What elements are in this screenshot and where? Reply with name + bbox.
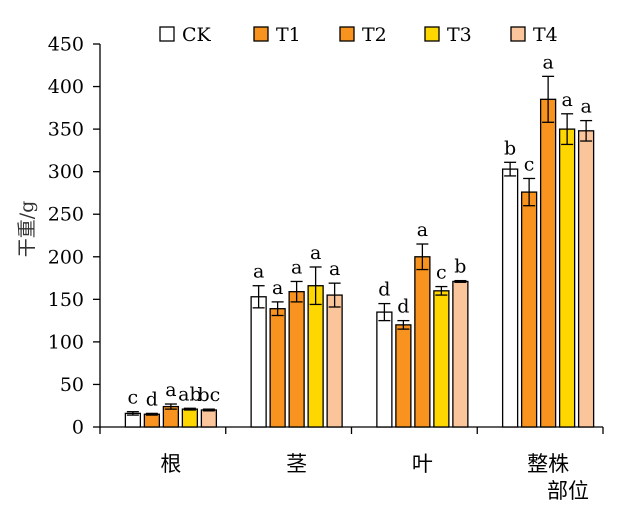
y-tick-label: 400 <box>48 76 84 98</box>
legend-swatch <box>339 26 355 42</box>
bar <box>539 98 557 428</box>
significance-label: a <box>310 242 321 264</box>
bar <box>520 191 538 428</box>
bar <box>501 168 519 428</box>
y-tick-label: 0 <box>72 417 84 439</box>
bar <box>452 280 469 428</box>
category-label: 整株 <box>527 452 569 476</box>
significance-label: a <box>542 51 553 73</box>
legend-swatch <box>424 26 440 42</box>
y-tick-label: 350 <box>48 119 84 141</box>
significance-label: a <box>417 219 428 241</box>
y-tick-label: 250 <box>48 204 84 226</box>
legend-label: T3 <box>447 24 472 46</box>
legend-label: T1 <box>276 24 301 46</box>
significance-label: a <box>272 277 283 299</box>
bar <box>250 296 267 428</box>
bar <box>326 294 343 428</box>
bar <box>558 128 576 428</box>
y-tick-label: 300 <box>48 161 84 183</box>
category-label: 茎 <box>286 452 307 476</box>
y-axis: 0 50 100 150 200 250 300 350 400 450 <box>48 34 101 439</box>
significance-label: d <box>146 388 158 410</box>
bar <box>307 285 324 428</box>
y-tick-label: 450 <box>48 34 84 56</box>
significance-label: bc <box>197 384 220 406</box>
significance-label: a <box>165 379 176 401</box>
bar <box>577 130 595 428</box>
legend-swatch <box>253 26 269 42</box>
legend: CK T1 T2 T3 T4 <box>159 24 558 46</box>
significance-label: b <box>504 137 516 159</box>
bar <box>143 413 161 428</box>
y-tick-label: 100 <box>48 331 84 353</box>
significance-label: ab <box>178 383 202 405</box>
significance-label: c <box>128 387 139 409</box>
significance-label: a <box>253 261 264 283</box>
legend-swatch <box>510 26 526 42</box>
significance-label: c <box>436 262 447 284</box>
bar <box>288 291 305 428</box>
bar <box>269 308 286 428</box>
significance-label: a <box>561 89 572 111</box>
y-axis-title: 干重/g <box>16 201 38 258</box>
legend-label: T2 <box>362 24 387 46</box>
significance-label: d <box>378 279 390 301</box>
bar <box>200 409 218 428</box>
significance-label: b <box>454 256 466 278</box>
significance-label: a <box>291 256 302 278</box>
bar <box>181 408 199 428</box>
significance-label: c <box>524 153 535 175</box>
significance-label: d <box>397 296 409 318</box>
legend-swatch <box>159 26 175 42</box>
legend-label: CK <box>182 24 212 46</box>
category-label: 叶 <box>412 452 433 476</box>
significance-label: a <box>329 258 340 280</box>
y-tick-label: 150 <box>48 289 84 311</box>
x-axis-title: 部位 <box>547 479 589 503</box>
legend-label: T4 <box>533 24 558 46</box>
x-axis: 根 茎 叶 整株 <box>99 426 604 476</box>
bar <box>433 290 450 428</box>
y-tick-label: 50 <box>60 374 84 396</box>
category-label: 根 <box>160 452 181 476</box>
significance-label: a <box>580 96 591 118</box>
bar <box>395 324 412 428</box>
y-tick-label: 200 <box>48 246 84 268</box>
bar <box>376 311 393 428</box>
bar <box>414 256 431 428</box>
